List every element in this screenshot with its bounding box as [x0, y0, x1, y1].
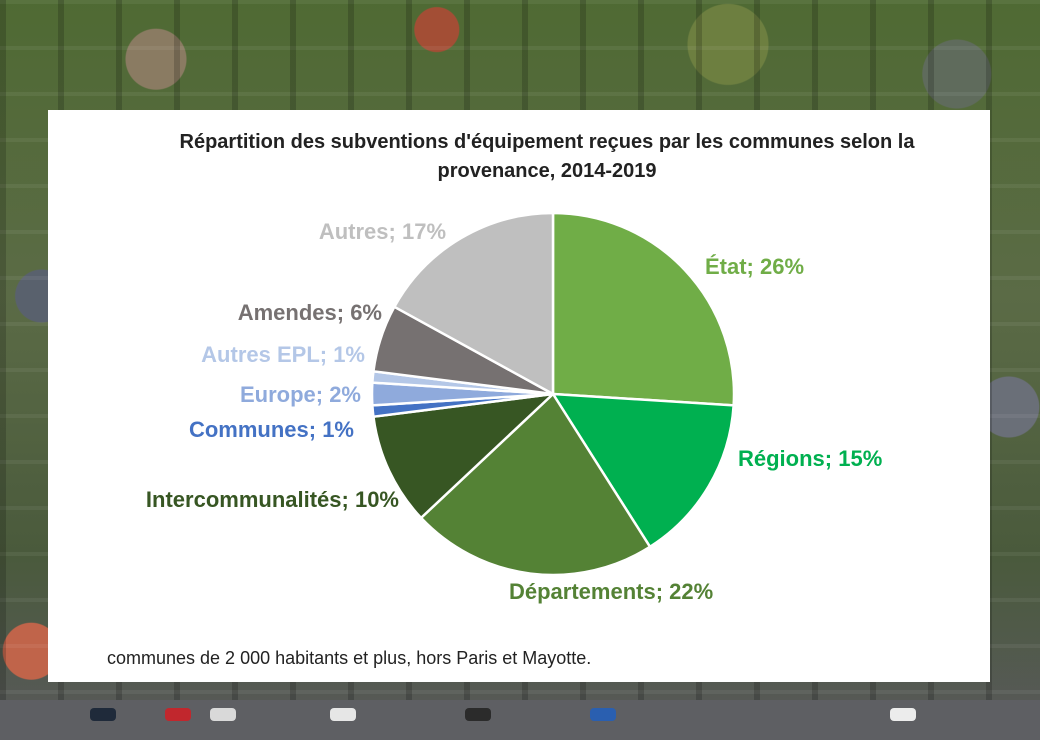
slice-labels: État; 26% Régions; 15% Départements; 22% In… [146, 219, 882, 604]
pie-slice-intercommunalit-s [372, 392, 555, 520]
car-shape [890, 708, 916, 721]
data-label: Départements; 22% [509, 579, 713, 604]
car-shape [465, 708, 491, 721]
car-shape [330, 708, 356, 721]
chart-title: Répartition des subventions d'équipement… [48, 128, 990, 186]
pie-chart: État; 26% Régions; 15% Départements; 22% In… [146, 211, 882, 604]
car-shape [210, 708, 236, 721]
pie-slice-autres [393, 211, 555, 396]
data-label: État; 26% [705, 254, 804, 279]
pie-slice-r-gions [551, 392, 735, 549]
data-label: Communes; 1% [189, 417, 354, 442]
car-shape [90, 708, 116, 721]
chart-title-line: Répartition des subventions d'équipement… [179, 131, 915, 153]
data-label: Amendes; 6% [238, 300, 382, 325]
data-label: Régions; 15% [738, 446, 882, 471]
pie-slice-d-partements [419, 392, 652, 577]
data-label: Autres; 17% [319, 219, 446, 244]
data-label: Intercommunalités; 10% [146, 487, 399, 512]
chart-card: État; 26% Régions; 15% Départements; 22% In… [48, 110, 990, 682]
footnote: communes de 2 000 habitants et plus, hor… [107, 648, 592, 668]
pie-slices [370, 211, 736, 577]
car-shape [590, 708, 616, 721]
street-strip [0, 700, 1040, 740]
car-shape [165, 708, 191, 721]
data-label: Europe; 2% [240, 382, 361, 407]
pie-slice--tat [551, 211, 736, 407]
chart-title-line: provenance, 2014-2019 [437, 160, 657, 182]
data-label: Autres EPL; 1% [201, 342, 365, 367]
